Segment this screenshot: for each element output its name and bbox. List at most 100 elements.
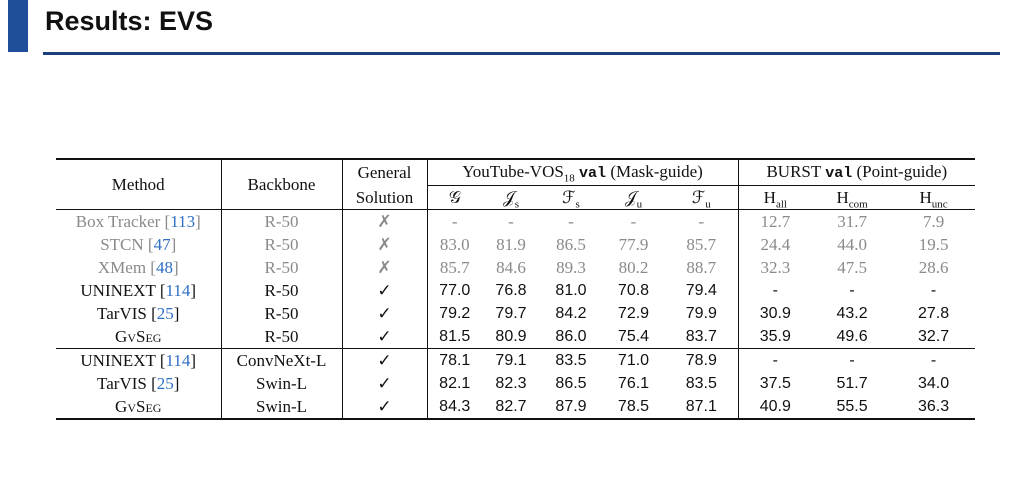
value-cell: 72.9	[617, 305, 650, 322]
value-cell: 27.8	[917, 305, 950, 322]
value-cell: -	[698, 212, 705, 231]
text-segment: H	[836, 188, 849, 207]
table-row: TarVIS [25] Swin-L ✓ 82.1 82.3 86.5 76.1 83.5 37…	[56, 372, 975, 395]
value-cell: -	[426, 209, 482, 233]
value-cell: 78.1	[426, 348, 482, 372]
text-segment: all	[775, 198, 787, 211]
value-cell: 82.3	[495, 375, 527, 392]
value-cell: 12.7	[737, 209, 813, 233]
value-cell: 84.2	[555, 305, 587, 322]
text-segment: 18	[563, 172, 575, 185]
text-segment: 25	[156, 374, 174, 393]
value-cell: 85.7	[686, 235, 717, 254]
value-cell: 83.7	[685, 328, 717, 345]
table-row: GvSeg R-50 ✓ 81.5 80.9 86.0 75.4 83.7 35.9 49.6 32…	[56, 325, 975, 349]
general-cell: ✓	[341, 348, 427, 372]
text-segment: ℱ	[691, 188, 706, 207]
text-segment: u	[636, 198, 643, 211]
text-segment: u	[705, 198, 711, 211]
column-header: 𝒥u	[602, 185, 665, 211]
value-cell: 31.7	[837, 212, 867, 231]
value-cell: 79.1	[482, 348, 540, 372]
general-cell: ✓	[341, 395, 427, 420]
general-cell: ✗	[341, 233, 427, 256]
value-cell: -	[737, 279, 813, 302]
value-cell: 43.2	[836, 305, 868, 322]
column-header: ℱs	[540, 185, 602, 211]
text-segment: s	[575, 198, 580, 211]
table-row: GvSeg Swin-L ✓ 84.3 82.7 87.9 78.5 87.1 40.9 55.5…	[56, 395, 976, 420]
column-header: Hall	[737, 185, 813, 211]
value-cell: 51.7	[836, 375, 868, 392]
text-segment: GvSeg	[115, 397, 162, 416]
value-cell: -	[737, 348, 813, 372]
value-cell: 87.1	[665, 395, 739, 420]
value-cell: 89.3	[556, 258, 586, 277]
backbone-cell: R-50	[220, 233, 342, 256]
column-header: 𝒥s	[482, 185, 540, 211]
value-cell: 19.5	[918, 235, 949, 254]
text-segment: UNINEXT [	[80, 281, 166, 300]
value-cell: 80.2	[618, 258, 649, 277]
general-cell: ✓	[341, 325, 427, 349]
header-row: Solution 𝒢 𝒥s ℱs 𝒥u ℱu Hall Hcom Hunc	[56, 185, 976, 211]
text-segment: ]	[170, 235, 177, 254]
table-row: UNINEXT [114] R-50 ✓ 77.0 76.8 81.0 70.8 79.4- -…	[56, 279, 975, 302]
value-cell: 82.7	[482, 395, 540, 420]
text-segment: (Mask-guide)	[606, 162, 703, 181]
general-cell: ✓	[341, 372, 427, 395]
table-row: STCN [47] R-50 ✗ 83.0 81.9 86.5 77.9 85.7 24.4 44…	[56, 233, 975, 256]
text-segment: 47	[153, 235, 171, 254]
text-segment: 114	[165, 351, 191, 370]
value-cell: 84.6	[496, 258, 526, 277]
value-cell: 84.3	[426, 395, 482, 420]
value-cell: 83.5	[540, 348, 602, 372]
method-cell: GvSeg	[56, 395, 221, 420]
method-cell: Box Tracker [113]	[56, 210, 221, 234]
text-segment: XMem [	[97, 258, 156, 277]
results-table: Method Backbone General YouTube-VOS18 val (…	[56, 158, 976, 420]
value-cell: -	[568, 212, 574, 231]
value-cell: 47.5	[837, 258, 867, 277]
value-cell: 49.6	[836, 328, 868, 345]
value-cell: 79.4	[685, 282, 717, 299]
text-segment: ℱ	[562, 188, 576, 207]
method-cell: XMem [48]	[56, 256, 221, 279]
backbone-cell: R-50	[220, 325, 342, 349]
method-cell: TarVIS [25]	[56, 372, 221, 395]
value-cell: 32.3	[737, 256, 813, 279]
backbone-cell: R-50	[220, 256, 342, 279]
header-cell: General	[341, 158, 427, 186]
backbone-cell: R-50	[220, 279, 342, 302]
value-cell: 37.5	[737, 372, 813, 395]
text-segment: s	[514, 198, 519, 211]
value-cell: 77.9	[618, 235, 649, 254]
group-header: YouTube-VOS18 val (Mask-guide)	[426, 158, 739, 186]
header-cell: Method	[56, 158, 221, 210]
value-cell: 76.1	[617, 375, 650, 392]
header-cell: Backbone	[220, 158, 342, 210]
accent-bar	[8, 0, 28, 52]
text-segment: 25	[156, 304, 174, 323]
text-segment: TarVIS [	[97, 374, 157, 393]
text-segment: val	[825, 165, 853, 182]
text-segment: 𝒥	[624, 188, 637, 207]
value-cell: 44.0	[837, 235, 867, 254]
value-cell: 88.7	[686, 258, 717, 277]
text-segment: com	[848, 198, 868, 211]
backbone-cell: Swin-L	[220, 395, 342, 420]
value-cell: 7.9	[922, 212, 945, 231]
value-cell: 76.8	[495, 282, 527, 299]
value-cell: 79.2	[426, 302, 482, 325]
general-cell: ✗	[341, 209, 427, 233]
method-cell: GvSeg	[56, 325, 221, 349]
value-cell: 77.0	[426, 279, 482, 302]
text-segment: ]	[173, 304, 180, 323]
text-segment: ]	[172, 258, 179, 277]
backbone-cell: ConvNeXt-L	[220, 348, 342, 372]
text-segment: ]	[190, 351, 197, 370]
text-segment: 113	[170, 212, 196, 231]
value-cell: 75.4	[617, 328, 650, 345]
value-cell: 81.5	[426, 325, 482, 349]
